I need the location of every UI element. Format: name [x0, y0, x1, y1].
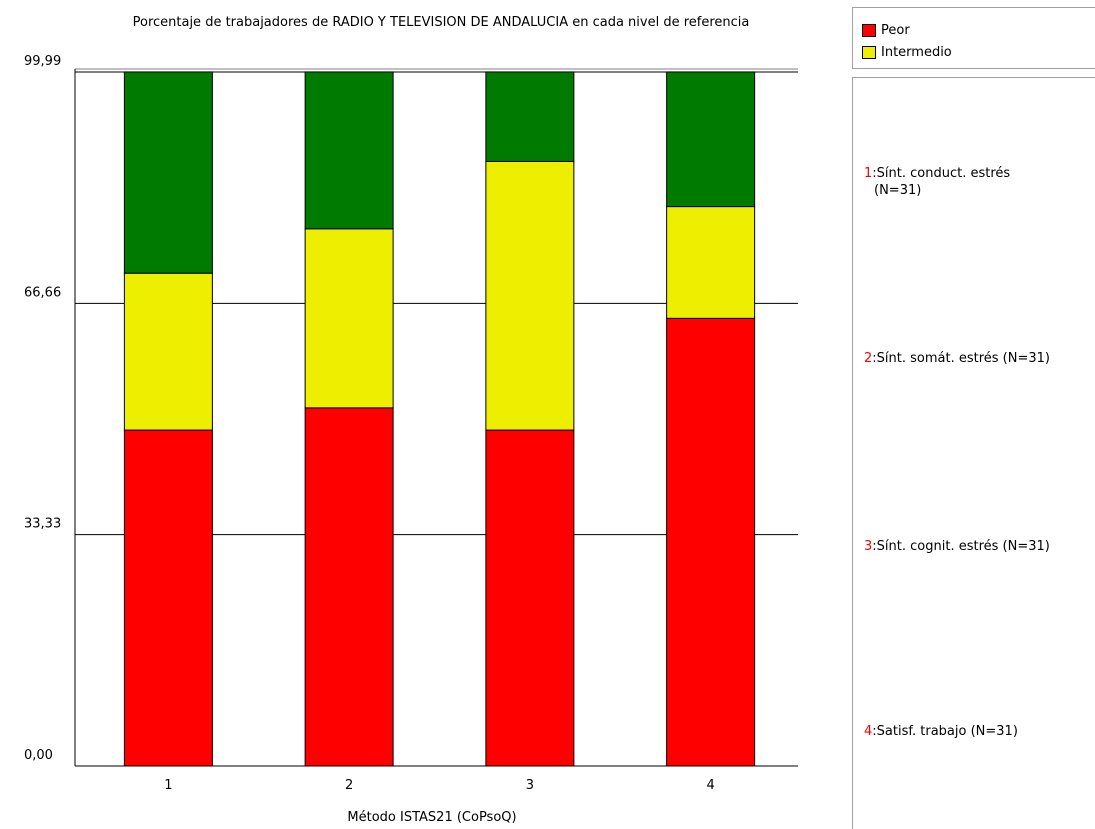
x-tick-label: 2	[345, 778, 353, 793]
category-legend-number: 2	[864, 351, 873, 366]
bar-segment-intermedio-4	[666, 206, 756, 319]
bar-segment-intermedio-1	[123, 272, 213, 431]
chart-canvas: Porcentaje de trabajadores de RADIO Y TE…	[24, 15, 798, 825]
y-tick-label: 99,99	[24, 54, 61, 69]
category-legend-label-line2: (N=31)	[874, 183, 922, 198]
bar-segment-series2-3	[485, 71, 575, 162]
legend-item-intermedio: Intermedio	[862, 44, 952, 60]
bar-segment-peor-2	[304, 407, 394, 767]
bars	[123, 71, 756, 767]
legend-swatch-peor	[862, 23, 876, 37]
category-legend-item-4: 4:Satisf. trabajo (N=31)	[864, 724, 1018, 739]
category-legend-label: Sínt. conduct. estrés	[876, 166, 1011, 181]
chart-title: Porcentaje de trabajadores de RADIO Y TE…	[133, 15, 750, 30]
x-tick-label: 3	[526, 778, 534, 793]
category-legend-number: 1	[864, 166, 873, 181]
category-legend-label: Satisf. trabajo (N=31)	[876, 724, 1018, 739]
category-legend-panel: 1:Sínt. conduct. estrés (N=31) 2:Sínt. s…	[852, 77, 1095, 829]
legend-swatch-intermedio	[862, 45, 876, 59]
category-legend-number: 4	[864, 724, 873, 739]
x-tick-label: 1	[164, 778, 172, 793]
y-tick-label: 33,33	[24, 517, 61, 532]
bar-segment-series2-1	[123, 71, 213, 274]
bar-segment-intermedio-3	[485, 160, 575, 431]
y-tick-label: 0,00	[24, 748, 53, 763]
bar-segment-peor-1	[123, 429, 213, 767]
legend-item-peor: Peor	[862, 22, 910, 38]
legend-label-intermedio: Intermedio	[881, 44, 952, 60]
bar-segment-peor-4	[666, 317, 756, 767]
category-legend-label: Sínt. cognit. estrés (N=31)	[876, 539, 1050, 554]
y-tick-label: 66,66	[24, 285, 61, 300]
category-legend-number: 3	[864, 539, 873, 554]
category-legend-item-3: 3:Sínt. cognit. estrés (N=31)	[864, 539, 1050, 554]
x-axis-title: Método ISTAS21 (CoPsoQ)	[347, 810, 516, 825]
bar-segment-series2-4	[666, 71, 756, 208]
category-legend-item-1: 1:Sínt. conduct. estrés (N=31)	[864, 166, 1011, 198]
legend-label-peor: Peor	[881, 22, 910, 38]
bar-segment-series2-2	[304, 71, 394, 230]
category-legend-item-2: 2:Sínt. somát. estrés (N=31)	[864, 351, 1050, 366]
bar-segment-peor-3	[485, 429, 575, 767]
category-legend-label: Sínt. somát. estrés (N=31)	[876, 351, 1050, 366]
bar-segment-intermedio-2	[304, 228, 394, 409]
axes: 0,00 33,33 66,66 99,99 1 2 3 4	[24, 54, 798, 793]
x-tick-label: 4	[706, 778, 714, 793]
series-legend: Peor Intermedio	[852, 7, 1095, 69]
